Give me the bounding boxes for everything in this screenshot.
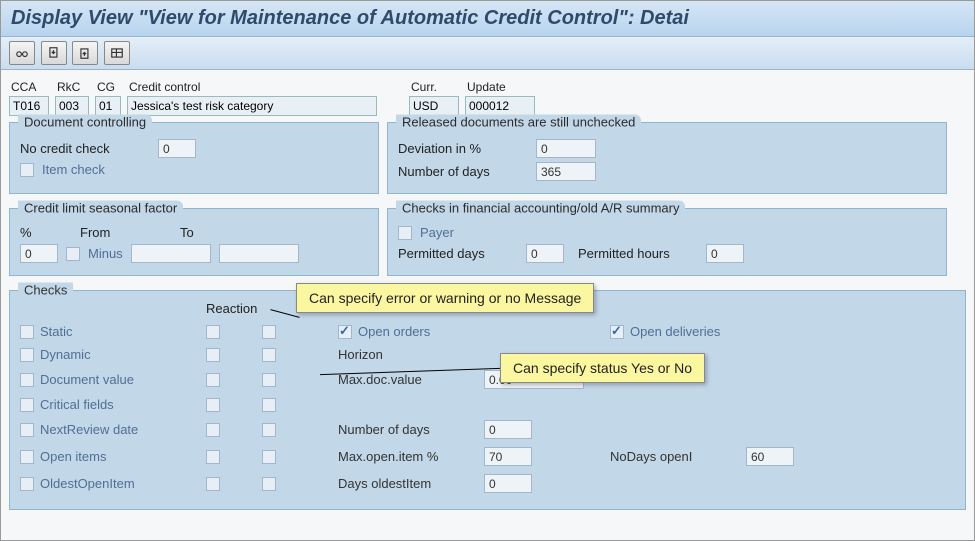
dynamic-status-checkbox[interactable] [262,348,276,362]
dynamic-label: Dynamic [40,347,91,362]
released-days-label: Number of days [398,164,528,179]
update-label: Update [465,80,535,94]
critical-fields-row-checkbox[interactable] [20,398,34,412]
payer-checkbox[interactable] [398,226,412,240]
minus-checkbox[interactable] [66,247,80,261]
checks-panel: Checks Reaction StaticOpen ordersOpen de… [9,290,966,510]
document-controlling-panel: Document controlling No credit check Ite… [9,122,379,194]
days-oldest-field[interactable] [484,474,532,493]
perm-hours-field[interactable] [706,244,744,263]
open-items-row-checkbox[interactable] [20,450,34,464]
rkc-label: RkC [55,80,89,94]
seasonal-panel: Credit limit seasonal factor % From To M… [9,208,379,276]
critical-fields-status-checkbox[interactable] [262,398,276,412]
doc-out-icon [78,46,92,60]
document-value-reaction-checkbox[interactable] [206,373,220,387]
curr-field[interactable] [409,96,459,116]
toolbar-btn-2[interactable] [41,41,67,65]
days-oldest-label: Days oldestItem [338,476,478,491]
glasses-icon [15,46,29,60]
nextreview-date-row-checkbox[interactable] [20,423,34,437]
doc-in-icon [47,46,61,60]
curr-label: Curr. [409,80,459,94]
dynamic-reaction-checkbox[interactable] [206,348,220,362]
open-deliveries-checkbox[interactable] [610,325,624,339]
oldest-status-checkbox[interactable] [262,477,276,491]
document-value-label: Document value [40,372,134,387]
horizon-label: Horizon [338,347,478,362]
deviation-field[interactable] [536,139,596,158]
max-open-field[interactable] [484,447,532,466]
page-title: Display View "View for Maintenance of Au… [1,1,974,37]
released-docs-panel: Released documents are still unchecked D… [387,122,947,194]
open-items-status-checkbox[interactable] [262,450,276,464]
released-docs-title: Released documents are still unchecked [396,115,641,130]
document-value-status-checkbox[interactable] [262,373,276,387]
from-field[interactable] [131,244,211,263]
open-deliveries-label: Open deliveries [630,324,720,339]
open-orders-checkbox[interactable] [338,325,352,339]
checks-num-days-label: Number of days [338,422,478,437]
static-reaction-checkbox[interactable] [206,325,220,339]
pct-label: % [20,225,40,240]
item-check-checkbox[interactable] [20,163,34,177]
perm-days-field[interactable] [526,244,564,263]
credit-control-field[interactable] [127,96,377,116]
cg-label: CG [95,80,121,94]
update-field[interactable] [465,96,535,116]
document-value-row-checkbox[interactable] [20,373,34,387]
credit-control-label: Credit control [127,80,377,94]
max-doc-label: Max.doc.value [338,372,478,387]
key-fields: CCA RkC CG Credit control Curr. Update [9,80,966,116]
critical-fields-reaction-checkbox[interactable] [206,398,220,412]
critical-fields-label: Critical fields [40,397,114,412]
toolbar-btn-4[interactable] [104,41,130,65]
table-icon [110,46,124,60]
minus-label: Minus [88,246,123,261]
callout-status: Can specify status Yes or No [500,353,705,383]
toolbar-btn-3[interactable] [72,41,98,65]
seasonal-title: Credit limit seasonal factor [18,201,183,216]
no-credit-check-label: No credit check [20,141,150,156]
rkc-field[interactable] [55,96,89,116]
oldest-reaction-checkbox[interactable] [206,477,220,491]
callout-reaction: Can specify error or warning or no Messa… [296,283,594,313]
oldest-open-item-row-checkbox[interactable] [20,477,34,491]
document-controlling-title: Document controlling [18,115,152,130]
item-check-label: Item check [42,162,105,177]
open-orders-label: Open orders [358,324,430,339]
open-items-reaction-checkbox[interactable] [206,450,220,464]
app-toolbar [1,37,974,70]
pct-field[interactable] [20,244,58,263]
open-items-label: Open items [40,449,106,464]
nextreview-status-checkbox[interactable] [262,423,276,437]
static-label: Static [40,324,73,339]
perm-hours-label: Permitted hours [578,246,698,261]
perm-days-label: Permitted days [398,246,518,261]
static-status-checkbox[interactable] [262,325,276,339]
released-days-field[interactable] [536,162,596,181]
checks-title: Checks [18,283,73,298]
nextreview-reaction-checkbox[interactable] [206,423,220,437]
cca-label: CCA [9,80,49,94]
checks-num-days-field[interactable] [484,420,532,439]
from-label: From [80,225,140,240]
dynamic-row-checkbox[interactable] [20,348,34,362]
cg-field[interactable] [95,96,121,116]
deviation-label: Deviation in % [398,141,528,156]
nodays-field[interactable] [746,447,794,466]
payer-label: Payer [420,225,454,240]
cca-field[interactable] [9,96,49,116]
static-row-checkbox[interactable] [20,325,34,339]
to-field[interactable] [219,244,299,263]
fin-checks-panel: Checks in financial accounting/old A/R s… [387,208,947,276]
max-open-label: Max.open.item % [338,449,478,464]
fin-checks-title: Checks in financial accounting/old A/R s… [396,201,685,216]
nodays-label: NoDays openI [610,449,740,464]
oldest-open-item-label: OldestOpenItem [40,476,135,491]
toolbar-btn-1[interactable] [9,41,35,65]
to-label: To [180,225,194,240]
no-credit-check-field[interactable] [158,139,196,158]
nextreview-date-label: NextReview date [40,422,138,437]
